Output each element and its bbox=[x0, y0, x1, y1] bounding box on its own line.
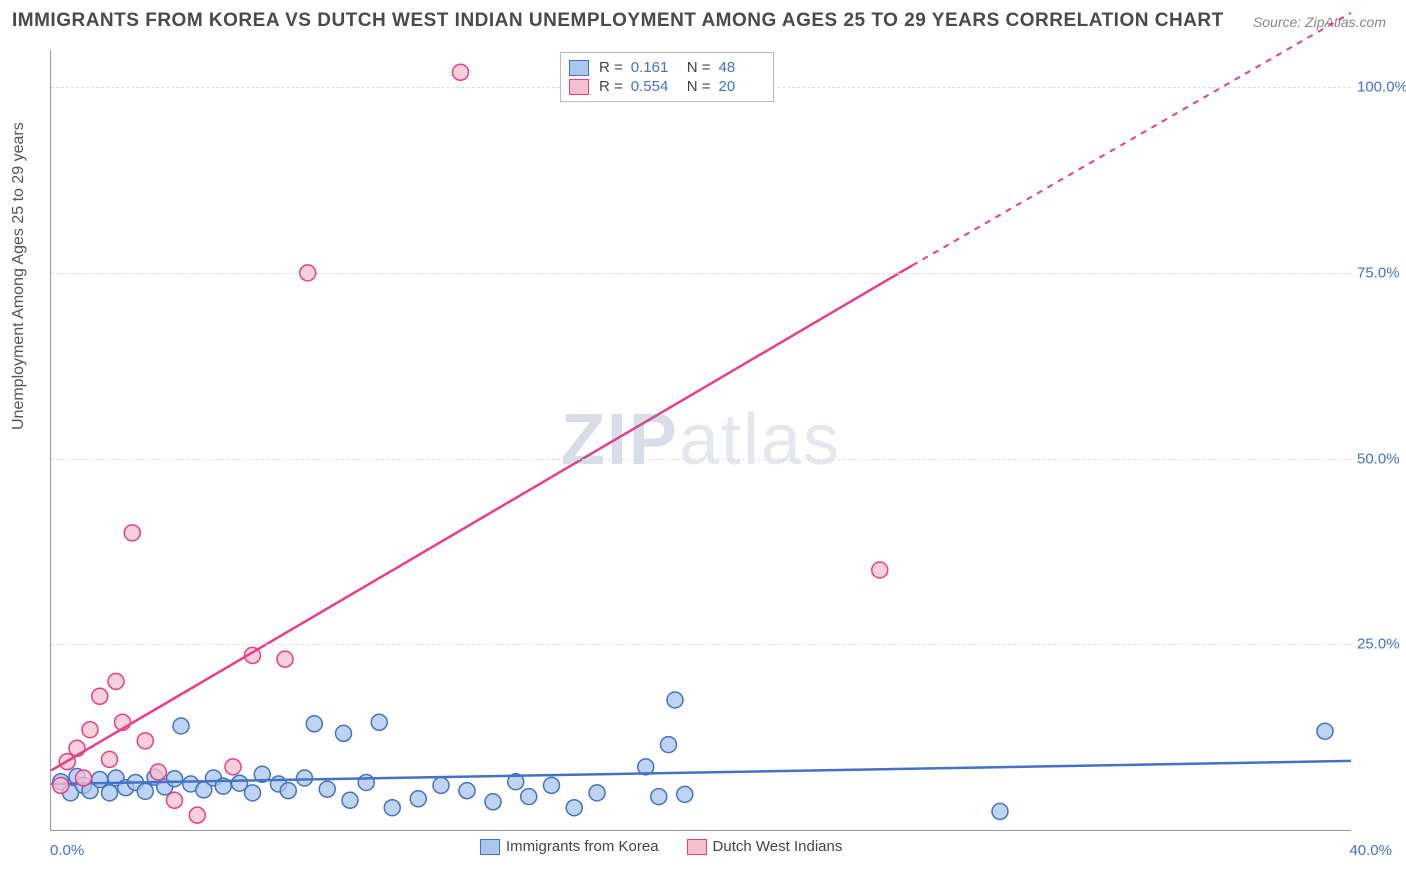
scatter-point bbox=[651, 789, 667, 805]
scatter-point bbox=[102, 751, 118, 767]
legend-n-value: 48 bbox=[719, 59, 765, 76]
scatter-point bbox=[485, 794, 501, 810]
scatter-point bbox=[459, 783, 475, 799]
legend-r-value: 0.161 bbox=[631, 59, 677, 76]
legend-r-label: R = bbox=[599, 78, 623, 95]
scatter-point bbox=[124, 525, 140, 541]
scatter-point bbox=[358, 774, 374, 790]
scatter-point bbox=[336, 725, 352, 741]
chart-svg bbox=[51, 50, 1351, 830]
scatter-point bbox=[453, 64, 469, 80]
legend-series-label: Dutch West Indians bbox=[713, 838, 843, 855]
trend-line bbox=[51, 265, 912, 770]
scatter-point bbox=[92, 688, 108, 704]
x-tick-min: 0.0% bbox=[50, 842, 84, 859]
scatter-point bbox=[53, 777, 69, 793]
y-tick-label: 100.0% bbox=[1357, 79, 1406, 96]
legend-top: R = 0.161 N = 48 R = 0.554 N = 20 bbox=[560, 52, 774, 102]
scatter-point bbox=[82, 722, 98, 738]
legend-n-value: 20 bbox=[719, 78, 765, 95]
legend-bottom-item: Dutch West Indians bbox=[687, 838, 843, 855]
scatter-point bbox=[384, 800, 400, 816]
scatter-point bbox=[433, 777, 449, 793]
scatter-point bbox=[76, 770, 92, 786]
scatter-point bbox=[342, 792, 358, 808]
scatter-point bbox=[167, 792, 183, 808]
chart-title: IMMIGRANTS FROM KOREA VS DUTCH WEST INDI… bbox=[12, 10, 1224, 32]
trend-line-dashed bbox=[912, 13, 1351, 266]
scatter-point bbox=[137, 783, 153, 799]
legend-swatch bbox=[480, 839, 500, 855]
legend-series-label: Immigrants from Korea bbox=[506, 838, 659, 855]
legend-r-value: 0.554 bbox=[631, 78, 677, 95]
scatter-point bbox=[1317, 723, 1333, 739]
legend-r-label: R = bbox=[599, 59, 623, 76]
gridline bbox=[51, 273, 1351, 274]
scatter-point bbox=[189, 807, 205, 823]
scatter-point bbox=[371, 714, 387, 730]
legend-top-row: R = 0.161 N = 48 bbox=[569, 59, 765, 76]
legend-swatch bbox=[687, 839, 707, 855]
legend-top-row: R = 0.554 N = 20 bbox=[569, 78, 765, 95]
scatter-point bbox=[410, 791, 426, 807]
scatter-point bbox=[92, 771, 108, 787]
scatter-point bbox=[521, 789, 537, 805]
scatter-point bbox=[872, 562, 888, 578]
scatter-point bbox=[108, 673, 124, 689]
trend-line bbox=[51, 761, 1351, 784]
scatter-point bbox=[167, 771, 183, 787]
legend-n-label: N = bbox=[687, 59, 711, 76]
legend-bottom: Immigrants from Korea Dutch West Indians bbox=[480, 838, 842, 855]
scatter-point bbox=[661, 737, 677, 753]
scatter-point bbox=[319, 781, 335, 797]
legend-n-label: N = bbox=[687, 78, 711, 95]
legend-bottom-item: Immigrants from Korea bbox=[480, 838, 659, 855]
y-tick-label: 75.0% bbox=[1357, 264, 1406, 281]
scatter-point bbox=[589, 785, 605, 801]
plot-area: ZIPatlas 25.0%50.0%75.0%100.0% bbox=[50, 50, 1351, 831]
y-axis-label: Unemployment Among Ages 25 to 29 years bbox=[10, 122, 28, 430]
scatter-point bbox=[102, 785, 118, 801]
scatter-point bbox=[150, 764, 166, 780]
scatter-point bbox=[306, 716, 322, 732]
scatter-point bbox=[544, 777, 560, 793]
source-text: Source: ZipAtlas.com bbox=[1253, 14, 1386, 30]
scatter-point bbox=[137, 733, 153, 749]
scatter-point bbox=[225, 759, 241, 775]
scatter-point bbox=[992, 803, 1008, 819]
scatter-point bbox=[277, 651, 293, 667]
gridline bbox=[51, 459, 1351, 460]
scatter-point bbox=[245, 785, 261, 801]
scatter-point bbox=[566, 800, 582, 816]
legend-swatch bbox=[569, 60, 589, 76]
x-tick-max: 40.0% bbox=[1349, 842, 1392, 859]
legend-swatch bbox=[569, 79, 589, 95]
scatter-point bbox=[297, 770, 313, 786]
scatter-point bbox=[667, 692, 683, 708]
gridline bbox=[51, 644, 1351, 645]
y-tick-label: 50.0% bbox=[1357, 450, 1406, 467]
scatter-point bbox=[173, 718, 189, 734]
scatter-point bbox=[677, 786, 693, 802]
scatter-point bbox=[280, 783, 296, 799]
y-tick-label: 25.0% bbox=[1357, 636, 1406, 653]
